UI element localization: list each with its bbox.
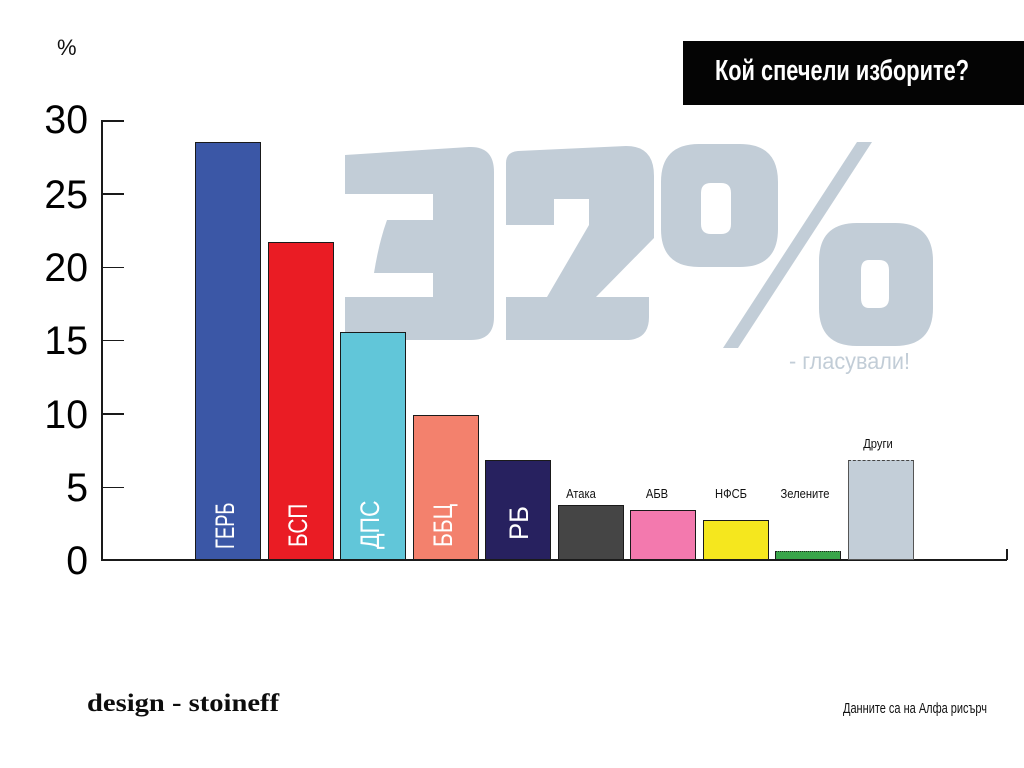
svg-text:- гласували!: - гласували! — [789, 348, 910, 374]
